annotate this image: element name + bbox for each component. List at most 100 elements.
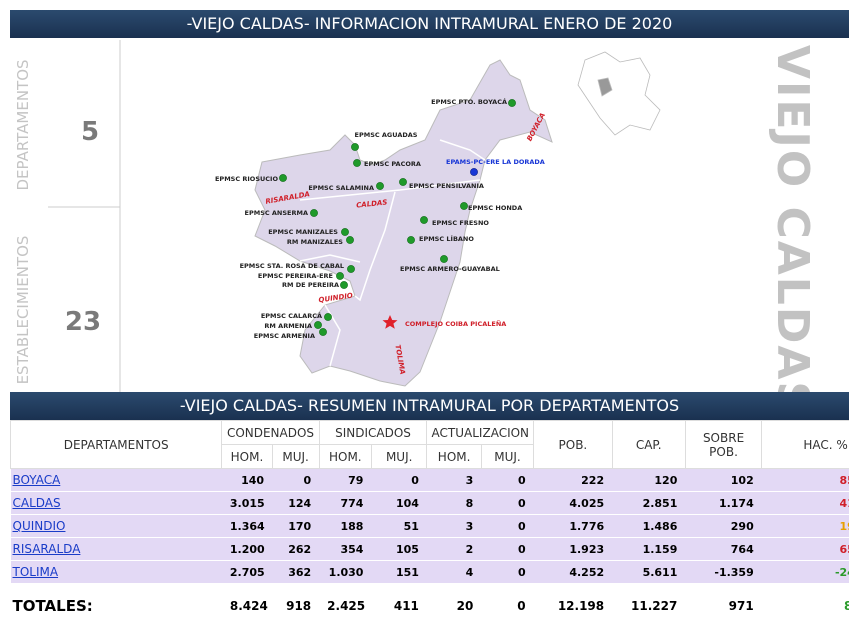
value-cell: 79 [319,468,372,492]
value-cell: 1.364 [221,514,273,538]
value-cell: 65,9 % [761,537,849,561]
value-cell: 3.015 [221,491,273,515]
summary-label: DEPARTAMENTOS [14,59,32,190]
map-point [346,236,354,244]
header-cell: CAP. [611,420,686,469]
map-point [324,313,332,321]
total-cell: 11.227 [612,592,686,620]
value-cell: 8 [426,491,482,515]
map-point-label: EPAMS-PC-ERE LA DORADA [446,158,545,166]
map-point-label: RM MANIZALES [287,238,343,246]
value-cell: 151 [371,560,427,584]
header-cell: MUJ. [370,444,428,469]
map-point [407,236,415,244]
header-cell: HOM. [221,444,273,469]
header-cell: CONDENADOS [221,420,320,445]
map-point [310,209,318,217]
map-point-label: EPMSC AGUADAS [355,131,418,139]
dept-link[interactable]: QUINDIO [12,519,66,533]
dept-link[interactable]: RISARALDA [12,542,81,556]
map-point-label: EPMSC PACORA [364,160,421,168]
map-point-label: EPMSC SALAMINA [308,184,374,192]
header-cell: SINDICADOS [318,420,428,445]
map-point-label: RM ARMENIA [264,322,312,330]
table-row: BOYACA14007903022212010285,0 % [10,468,849,492]
dept-link[interactable]: TOLIMA [12,565,59,579]
value-cell: 51 [371,514,427,538]
map-point-label: EPMSC FRESNO [432,219,489,227]
map-star [382,315,398,329]
total-cell: 411 [371,592,427,620]
map-point [347,265,355,273]
total-cell: 20 [426,592,482,620]
value-cell: 170 [272,514,320,538]
value-cell: 764 [685,537,762,561]
map-point-label: EPMSC PEREIRA-ERE [258,272,333,280]
table-row: TOLIMA 2.705 362 1.030 151 4 0 4.252 5.611 -1.359… [10,560,849,584]
value-cell: 1.486 [612,514,686,538]
gap [10,583,849,593]
dept-link[interactable]: CALDAS [12,496,61,510]
value-cell: 188 [319,514,372,538]
dept-cell: BOYACA [10,468,222,492]
map [254,59,553,387]
map-point-label: EPMSC RIOSUCIO [215,175,278,183]
value-cell: 2.705 [221,560,273,584]
totals-row: TOTALES: 8.424 918 2.425 411 20 0 12.198 11.227 9… [10,592,849,620]
value-cell: 5.611 [612,560,686,584]
value-cell: 85,0 % [761,468,849,492]
map-point [351,143,359,151]
value-cell: 102 [685,468,762,492]
value-cell: 2 [426,537,482,561]
summary-label: ESTABLECIMIENTOS [14,236,32,385]
value-cell: 0 [481,560,534,584]
value-cell: 0 [481,468,534,492]
value-cell: 262 [272,537,320,561]
table-row: CALDAS 3.015124774104804.0252.8511.17441,… [10,491,849,515]
value-cell: 4.252 [533,560,613,584]
dept-cell: TOLIMA [10,560,222,584]
map-point [319,328,327,336]
value-cell: 124 [272,491,320,515]
summary-value: 23 [65,307,101,337]
value-cell: 222 [533,468,613,492]
map-point-label: EPMSC ARMERO-GUAYABAL [400,265,500,273]
header-cell: HOM. [318,444,372,469]
title-banner: -VIEJO CALDAS- INFORMACION INTRAMURAL EN… [10,10,849,38]
header-cell: MUJ. [480,444,535,469]
map-point [353,159,361,167]
map-point [341,228,349,236]
map-point-label: EPMSC PENSILVANIA [409,182,484,190]
header-cell: HAC. % [761,420,849,469]
map-point [470,168,478,176]
value-cell: 774 [319,491,372,515]
header-cell: ACTUALIZACION [426,420,535,445]
value-cell: 1.159 [612,537,686,561]
total-cell: 0 [481,592,534,620]
value-cell: 41,2 % [761,491,849,515]
map-point [440,255,448,263]
region-label: CALDAS [356,198,388,209]
header-cell: HOM. [426,444,482,469]
value-cell: 1.030 [319,560,372,584]
map-point-label: EPMSC MANIZALES [268,228,338,236]
header-row: DEPARTAMENTOS CONDENADOS SINDICADOS ACTUALI… [10,420,849,469]
map-point [508,99,516,107]
value-cell: 1.923 [533,537,613,561]
dept-cell: CALDAS [10,491,222,515]
total-cell: 8,6 % [761,592,849,620]
map-point [340,281,348,289]
total-cell: 918 [272,592,320,620]
table-row: RISARALDA 1.200262354105201.9231.15976465… [10,537,849,561]
map-point [314,321,322,329]
value-cell: 0 [371,468,427,492]
table-banner: -VIEJO CALDAS- RESUMEN INTRAMURAL POR DE… [10,392,849,420]
header-cell: POB. [533,420,613,469]
total-cell: 12.198 [533,592,613,620]
dept-cell: RISARALDA [10,537,222,561]
map-point [279,174,287,182]
map-point-label: EPMSC ANSERMA [245,209,308,217]
dept-link[interactable]: BOYACA [12,473,61,487]
value-cell: 140 [221,468,273,492]
